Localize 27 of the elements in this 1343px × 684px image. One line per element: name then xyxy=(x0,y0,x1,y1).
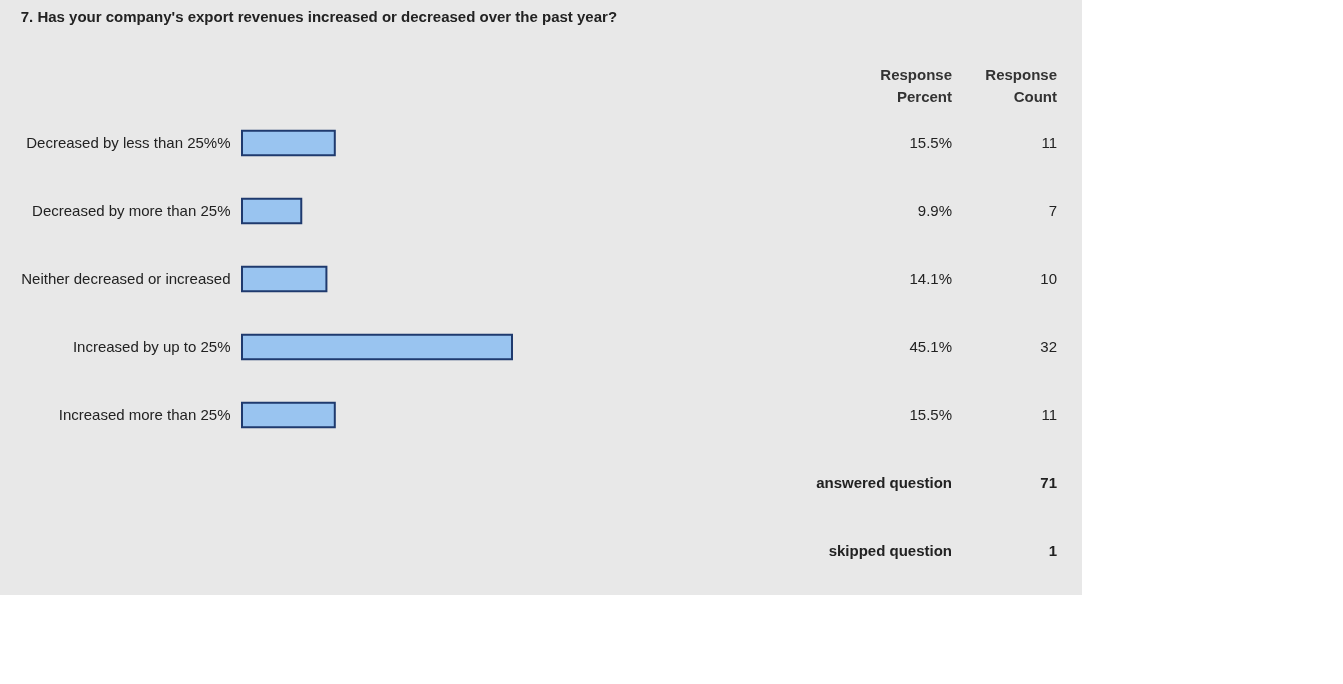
text: 71 xyxy=(1040,474,1057,491)
bar xyxy=(241,265,328,293)
data-label: 45.1% xyxy=(909,338,952,355)
y-tick-label: Neither decreased or increased xyxy=(21,270,231,287)
bar xyxy=(241,401,336,429)
y-tick-label: Decreased by less than 25%% xyxy=(26,134,231,151)
bar xyxy=(241,333,513,361)
text: Response Count xyxy=(985,66,1057,105)
y-tick-label: Increased more than 25% xyxy=(58,406,231,423)
text: skipped question xyxy=(828,542,952,559)
data-label: 15.5% xyxy=(909,134,952,151)
text: 10 xyxy=(1040,270,1057,287)
chart-title: 7. Has your company's export revenues increased or decreased over the past year? xyxy=(20,8,618,25)
bar xyxy=(241,197,303,225)
data-label: 9.9% xyxy=(917,202,952,219)
text: 1 xyxy=(1048,542,1057,559)
text: 11 xyxy=(1041,406,1057,423)
bar xyxy=(241,129,336,157)
text: 7 xyxy=(1048,202,1057,219)
data-label: 15.5% xyxy=(909,406,952,423)
y-tick-label: Increased by up to 25% xyxy=(72,338,231,355)
text: 32 xyxy=(1040,338,1057,355)
text: answered question xyxy=(816,474,952,491)
data-label: 14.1% xyxy=(909,270,952,287)
text: 11 xyxy=(1041,134,1057,151)
y-tick-label: Decreased by more than 25% xyxy=(32,202,231,219)
text: Response Percent xyxy=(880,66,952,105)
